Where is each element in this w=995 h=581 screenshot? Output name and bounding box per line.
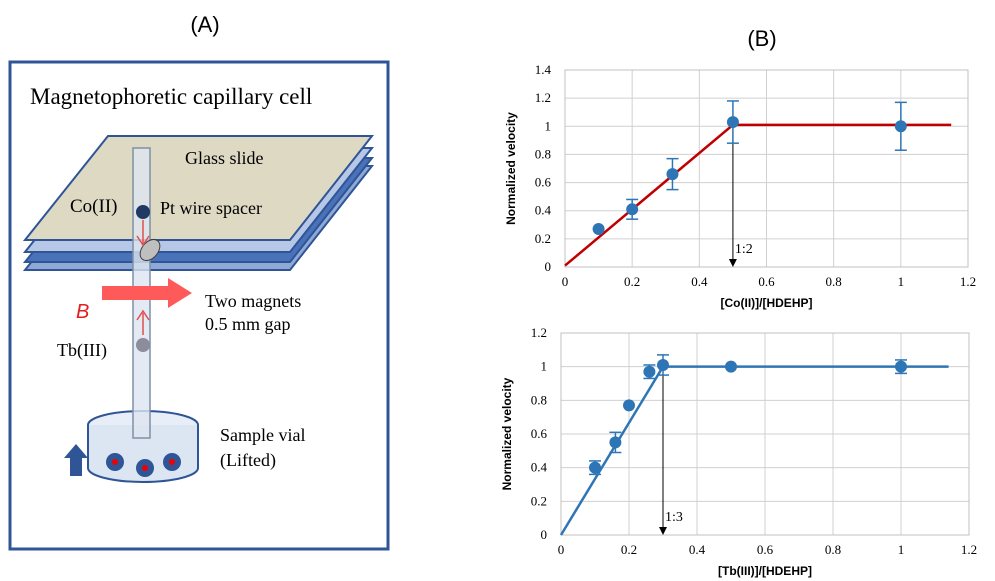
co-label: Co(II) bbox=[70, 196, 117, 217]
y-tick-label: 0.6 bbox=[531, 426, 548, 441]
y-tick-label: 1 bbox=[545, 118, 552, 133]
tb-arrow-head bbox=[136, 309, 150, 321]
data-point bbox=[726, 116, 739, 129]
annotation-label: 1:3 bbox=[665, 510, 683, 525]
x-tick-label: 1 bbox=[898, 274, 905, 289]
data-point bbox=[609, 436, 622, 449]
x-tick-label: 0.8 bbox=[825, 542, 841, 557]
co-ion bbox=[136, 205, 150, 219]
vial-label: Sample vial bbox=[220, 425, 305, 445]
y-axis-label: Normalized velocity bbox=[500, 377, 514, 490]
spacer-label: Pt wire spacer bbox=[160, 198, 262, 218]
data-point bbox=[895, 360, 907, 373]
gap-label: 0.5 mm gap bbox=[205, 314, 291, 334]
data-point bbox=[643, 365, 656, 378]
field-arrow bbox=[102, 286, 170, 300]
glass-label: Glass slide bbox=[185, 148, 264, 168]
data-point bbox=[657, 358, 669, 371]
y-tick-label: 1.2 bbox=[531, 325, 547, 340]
y-tick-label: 0.2 bbox=[535, 231, 551, 246]
field-arrow-head bbox=[168, 278, 192, 308]
diagram-title: Magnetophoretic capillary cell bbox=[30, 84, 312, 109]
x-tick-label: 0.8 bbox=[826, 274, 842, 289]
x-tick-label: 0.6 bbox=[757, 542, 774, 557]
y-tick-label: 1 bbox=[541, 359, 548, 374]
x-tick-label: 0 bbox=[562, 274, 569, 289]
fit-line bbox=[559, 365, 949, 536]
x-tick-label: 0.4 bbox=[691, 274, 708, 289]
data-point bbox=[626, 203, 639, 216]
data-point bbox=[589, 461, 601, 474]
data-point bbox=[592, 223, 605, 236]
x-tick-label: 0.4 bbox=[689, 542, 706, 557]
field-label: B bbox=[76, 301, 89, 323]
x-tick-label: 0 bbox=[558, 542, 565, 557]
co-arrow-head bbox=[136, 235, 150, 247]
y-tick-label: 0.8 bbox=[535, 146, 551, 161]
y-tick-label: 0.6 bbox=[535, 175, 552, 190]
lifted-label: (Lifted) bbox=[220, 450, 276, 471]
y-tick-label: 1.4 bbox=[535, 62, 552, 77]
y-tick-label: 0 bbox=[541, 527, 548, 542]
fit-line bbox=[564, 123, 952, 267]
vial-dot bbox=[112, 459, 118, 465]
x-tick-label: 0.2 bbox=[624, 274, 640, 289]
data-point bbox=[894, 120, 907, 133]
annotation-arrow-head bbox=[728, 259, 737, 267]
tb-label: Tb(III) bbox=[57, 340, 107, 361]
tb-ion bbox=[136, 338, 150, 352]
y-tick-label: 0.4 bbox=[535, 203, 552, 218]
vial-dot bbox=[142, 465, 148, 471]
magnets-label: Two magnets bbox=[205, 291, 301, 311]
annotation-arrow-head bbox=[659, 527, 667, 535]
y-axis-label: Normalized velocity bbox=[504, 112, 518, 225]
y-tick-label: 0.8 bbox=[531, 392, 547, 407]
data-point bbox=[725, 360, 737, 373]
plot-frame bbox=[564, 69, 969, 268]
glass-slide bbox=[22, 135, 375, 241]
lift-arrow bbox=[64, 444, 88, 476]
x-tick-label: 1.2 bbox=[960, 274, 976, 289]
x-tick-label: 0.2 bbox=[621, 542, 637, 557]
vial-dot bbox=[169, 459, 175, 465]
data-point bbox=[623, 399, 635, 412]
plot-frame bbox=[560, 332, 970, 536]
annotation-label: 1:2 bbox=[735, 242, 753, 257]
y-tick-label: 0.4 bbox=[531, 460, 548, 475]
x-tick-label: 1.2 bbox=[961, 542, 977, 557]
y-tick-label: 0 bbox=[545, 259, 552, 274]
panel-label: (A) bbox=[190, 12, 219, 37]
x-tick-label: 1 bbox=[898, 542, 905, 557]
x-axis-label: [Tb(III)]/[HDEHP] bbox=[718, 564, 812, 578]
y-tick-label: 1.2 bbox=[535, 90, 551, 105]
x-tick-label: 0.6 bbox=[758, 274, 775, 289]
data-point bbox=[666, 168, 679, 181]
x-axis-label: [Co(II)]/[HDEHP] bbox=[721, 296, 813, 310]
panel-label: (B) bbox=[747, 26, 776, 51]
y-tick-label: 0.2 bbox=[531, 493, 547, 508]
